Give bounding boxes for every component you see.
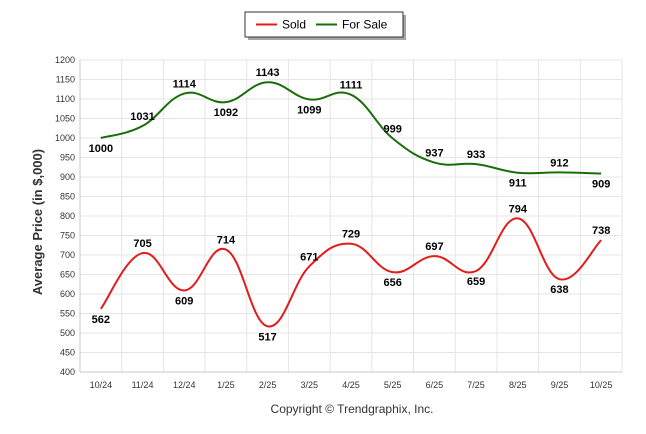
- y-tick-label: 700: [60, 250, 75, 260]
- data-label-sold: 671: [300, 251, 318, 263]
- y-tick-label: 450: [60, 348, 75, 358]
- data-label-sold: 562: [92, 314, 110, 326]
- y-tick-label: 500: [60, 328, 75, 338]
- x-tick-label: 7/25: [467, 380, 485, 390]
- y-tick-label: 1050: [55, 114, 75, 124]
- data-label-for-sale: 1000: [89, 143, 113, 155]
- y-tick-label: 950: [60, 153, 75, 163]
- y-tick-label: 1150: [56, 75, 75, 85]
- data-label-for-sale: 911: [509, 178, 527, 190]
- data-label-for-sale: 933: [467, 149, 485, 161]
- x-tick-label: 9/25: [551, 380, 569, 390]
- x-tick-label: 2/25: [259, 380, 277, 390]
- data-label-sold: 714: [217, 235, 236, 247]
- x-tick-label: 5/25: [384, 380, 402, 390]
- data-label-for-sale: 1114: [173, 79, 197, 91]
- data-label-sold: 697: [425, 241, 443, 253]
- y-tick-label: 550: [60, 309, 75, 319]
- data-label-for-sale: 1111: [340, 80, 363, 92]
- x-tick-label: 1/25: [217, 380, 235, 390]
- x-tick-label: 4/25: [342, 380, 360, 390]
- grid-lines: [79, 59, 623, 373]
- series-line-for-sale[interactable]: [100, 81, 602, 175]
- y-tick-label: 750: [60, 231, 75, 241]
- y-tick-label: 400: [60, 367, 75, 377]
- y-tick-label: 900: [60, 172, 75, 182]
- data-label-for-sale: 1143: [256, 67, 280, 79]
- data-label-sold: 729: [342, 229, 360, 241]
- data-label-for-sale: 1099: [297, 104, 321, 116]
- y-tick-label: 650: [60, 270, 75, 280]
- data-label-sold: 609: [175, 295, 193, 307]
- data-label-sold: 517: [258, 331, 276, 343]
- data-label-for-sale: 912: [550, 157, 568, 169]
- data-label-sold: 794: [509, 203, 528, 215]
- y-tick-label: 850: [60, 192, 75, 202]
- copyright-footer: Copyright © Trendgraphix, Inc.: [271, 402, 434, 416]
- legend-label-for-sale[interactable]: For Sale: [342, 18, 388, 32]
- y-tick-label: 1200: [55, 55, 75, 65]
- series-line-sold[interactable]: [100, 217, 602, 328]
- y-axis-label: Average Price (in $,000): [30, 149, 45, 295]
- y-tick-label: 1100: [56, 94, 75, 104]
- axes: 400 450 500 550 600 650 700 750 800 850 900 950 1000…: [55, 55, 622, 390]
- data-labels: 562 705 609 714 517 671 729 656 697 659 794 638 738 1…: [89, 67, 611, 343]
- data-label-for-sale: 1031: [130, 111, 154, 123]
- x-tick-label: 6/25: [426, 380, 444, 390]
- x-tick-label: 8/25: [509, 380, 527, 390]
- x-tick-label: 3/25: [301, 380, 319, 390]
- data-label-sold: 705: [133, 238, 151, 250]
- data-label-for-sale: 909: [592, 178, 610, 190]
- x-tick-label: 10/25: [590, 380, 613, 390]
- legend[interactable]: Sold For Sale: [244, 11, 406, 40]
- x-tick-label: 10/24: [90, 380, 113, 390]
- x-tick-label: 11/24: [132, 380, 154, 390]
- data-label-for-sale: 937: [425, 148, 443, 160]
- legend-label-sold[interactable]: Sold: [282, 18, 306, 32]
- data-label-sold: 656: [384, 277, 402, 289]
- data-label-sold: 738: [592, 225, 610, 237]
- data-label-sold: 659: [467, 276, 485, 288]
- y-tick-label: 800: [60, 211, 75, 221]
- data-label-for-sale: 1092: [214, 107, 238, 119]
- x-tick-label: 12/24: [173, 380, 196, 390]
- y-tick-label: 1000: [55, 133, 75, 143]
- data-label-sold: 638: [550, 284, 568, 296]
- data-label-for-sale: 999: [384, 123, 402, 135]
- series-lines: [100, 81, 602, 328]
- y-tick-label: 600: [60, 289, 75, 299]
